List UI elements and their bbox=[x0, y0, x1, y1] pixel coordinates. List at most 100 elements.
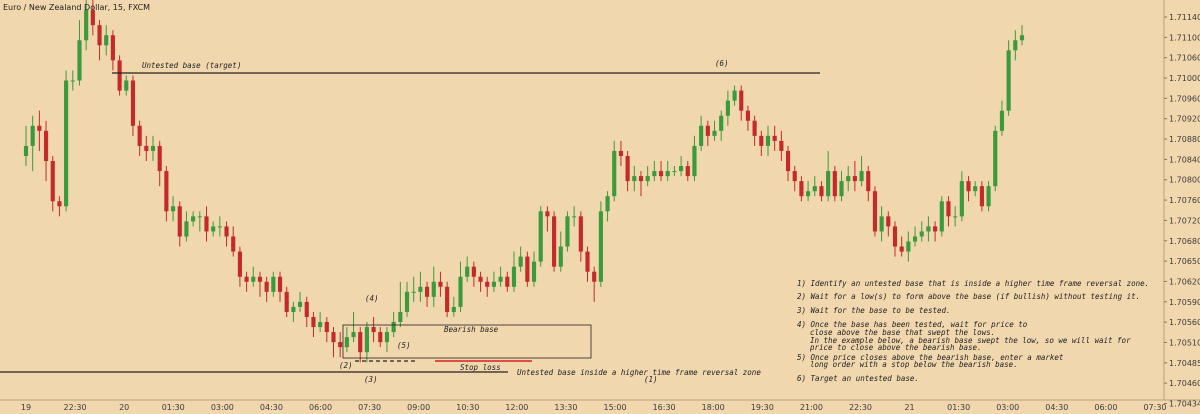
y-tick-label: 1.70840 bbox=[1169, 155, 1200, 164]
marker-label: (5) bbox=[397, 341, 411, 350]
x-tick-label: 20 bbox=[119, 403, 129, 412]
candle-body bbox=[545, 211, 550, 217]
candle-body bbox=[244, 276, 249, 282]
bearish-base-label: Bearish base bbox=[444, 325, 499, 334]
y-tick-label: 1.70720 bbox=[1169, 216, 1200, 225]
candle-body bbox=[351, 332, 356, 338]
candle-body bbox=[531, 261, 537, 282]
candle-body bbox=[364, 327, 369, 353]
candle-body bbox=[645, 176, 650, 182]
x-tick-label: 22:30 bbox=[64, 403, 87, 412]
candle-body bbox=[565, 216, 570, 247]
y-tick-label: 1.71100 bbox=[1169, 33, 1200, 42]
candle-body bbox=[892, 226, 898, 247]
x-tick-label: 09:00 bbox=[407, 403, 430, 412]
x-tick-label: 03:00 bbox=[996, 403, 1019, 412]
candle-body bbox=[150, 145, 156, 151]
y-tick-label: 1.70880 bbox=[1169, 135, 1200, 144]
x-tick-label: 22:30 bbox=[849, 403, 872, 412]
candle-body bbox=[391, 322, 396, 333]
x-tick-label: 03:00 bbox=[211, 403, 234, 412]
candle-body bbox=[933, 226, 938, 232]
candle-body bbox=[197, 216, 202, 218]
step-text: long order with a stop below the bearish… bbox=[810, 360, 1018, 369]
candle-body bbox=[886, 216, 891, 227]
x-tick-label: 01:30 bbox=[947, 403, 970, 412]
candle-body bbox=[946, 201, 951, 217]
candle-body bbox=[732, 90, 737, 101]
candle-body bbox=[90, 10, 95, 26]
candle-body bbox=[953, 216, 958, 218]
candle-body bbox=[144, 145, 149, 151]
candle-body bbox=[184, 221, 189, 237]
candle-body bbox=[431, 281, 436, 297]
candle-body bbox=[518, 256, 523, 267]
candle-body bbox=[284, 291, 289, 312]
x-tick-label: 06:00 bbox=[309, 403, 332, 412]
candle-body bbox=[712, 130, 717, 136]
candle-body bbox=[525, 256, 530, 282]
x-tick-label: 18:00 bbox=[702, 403, 725, 412]
step-text: 3) Wait for the base to be tested. bbox=[796, 306, 951, 315]
candle-body bbox=[344, 337, 349, 348]
x-tick-label: 04:30 bbox=[1045, 403, 1068, 412]
candle-body bbox=[251, 276, 256, 282]
candle-body bbox=[939, 201, 944, 232]
candle-body bbox=[638, 176, 644, 182]
candle-body bbox=[77, 40, 82, 81]
step-text: 1) Identify an untested base that is ins… bbox=[797, 279, 1149, 288]
bearish-base-box bbox=[342, 324, 592, 359]
marker-label: (4) bbox=[365, 294, 379, 303]
x-tick-label: 07:30 bbox=[1143, 403, 1166, 412]
y-tick-label: 1.70460 bbox=[1169, 379, 1200, 388]
candle-body bbox=[491, 281, 496, 287]
step-text: In the example below, a bearish base swe… bbox=[810, 336, 1131, 345]
candle-body bbox=[906, 241, 911, 252]
candle-body bbox=[338, 342, 343, 348]
candle-body bbox=[966, 181, 971, 192]
candle-body bbox=[799, 181, 804, 197]
candle-body bbox=[725, 100, 730, 116]
candle-body bbox=[752, 120, 757, 136]
marker-label: (1) bbox=[644, 375, 658, 384]
candle-body bbox=[765, 135, 771, 146]
candle-body bbox=[425, 286, 430, 297]
candle-body bbox=[772, 135, 777, 141]
candle-body bbox=[231, 236, 236, 252]
htf-label: Untested base inside a higher time frame… bbox=[517, 368, 761, 377]
candle-body bbox=[445, 286, 450, 312]
candle-body bbox=[979, 186, 984, 207]
candle-body bbox=[371, 327, 376, 333]
candle-body bbox=[451, 306, 456, 312]
candle-body bbox=[378, 332, 383, 343]
candle-body bbox=[318, 322, 323, 328]
candle-body bbox=[959, 181, 964, 217]
candle-body bbox=[191, 216, 196, 222]
y-tick-label: 1.70510 bbox=[1169, 338, 1200, 347]
candle-body bbox=[832, 171, 837, 197]
candle-body bbox=[558, 246, 563, 267]
step-text: 5) Once price closes above the bearish b… bbox=[797, 353, 1064, 362]
chart-title: Euro / New Zealand Dollar, 15, FXCM bbox=[3, 3, 150, 12]
candle-body bbox=[658, 171, 664, 177]
candle-body bbox=[705, 125, 710, 136]
candle-body bbox=[331, 332, 336, 343]
candle-body bbox=[993, 130, 998, 187]
candle-body bbox=[926, 226, 931, 232]
candle-body bbox=[418, 286, 423, 292]
candle-body bbox=[692, 145, 697, 177]
x-tick-label: 12:00 bbox=[505, 403, 528, 412]
y-tick-label: 1.70960 bbox=[1169, 94, 1200, 103]
candle-body bbox=[665, 171, 670, 177]
candle-body bbox=[999, 110, 1005, 131]
x-tick-label: 13:30 bbox=[554, 403, 577, 412]
candle-body bbox=[866, 171, 871, 192]
x-tick-label: 07:30 bbox=[358, 403, 381, 412]
candle-body bbox=[899, 246, 904, 252]
candle-body bbox=[679, 166, 684, 172]
candle-body bbox=[592, 271, 597, 282]
candle-body bbox=[739, 90, 744, 111]
candle-body bbox=[311, 316, 316, 328]
x-tick-label: 06:00 bbox=[1094, 403, 1117, 412]
candle-body bbox=[384, 332, 390, 343]
